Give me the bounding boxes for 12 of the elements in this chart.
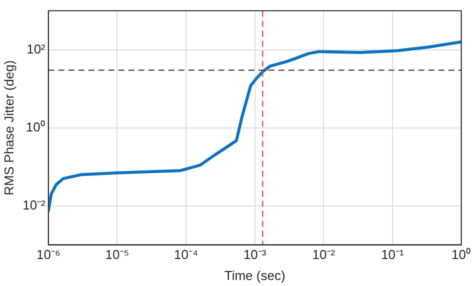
x-tick-label: 10⁻¹ <box>381 247 405 262</box>
y-tick-label: 10⁻² <box>22 197 46 212</box>
x-tick-label: 10⁻⁵ <box>105 247 130 262</box>
y-tick-label: 10⁰ <box>26 119 46 134</box>
x-axis-title: Time (sec) <box>224 268 286 283</box>
x-tick-label: 10⁻² <box>312 247 336 262</box>
x-tick-label: 10⁰ <box>452 247 472 262</box>
x-tick-label: 10⁻³ <box>243 247 267 262</box>
x-tick-label: 10⁻⁴ <box>174 247 198 262</box>
y-axis-title: RMS Phase Jitter (deg) <box>1 60 16 196</box>
y-tick-label: 10² <box>26 41 46 56</box>
x-tick-label: 10⁻⁶ <box>36 247 60 262</box>
